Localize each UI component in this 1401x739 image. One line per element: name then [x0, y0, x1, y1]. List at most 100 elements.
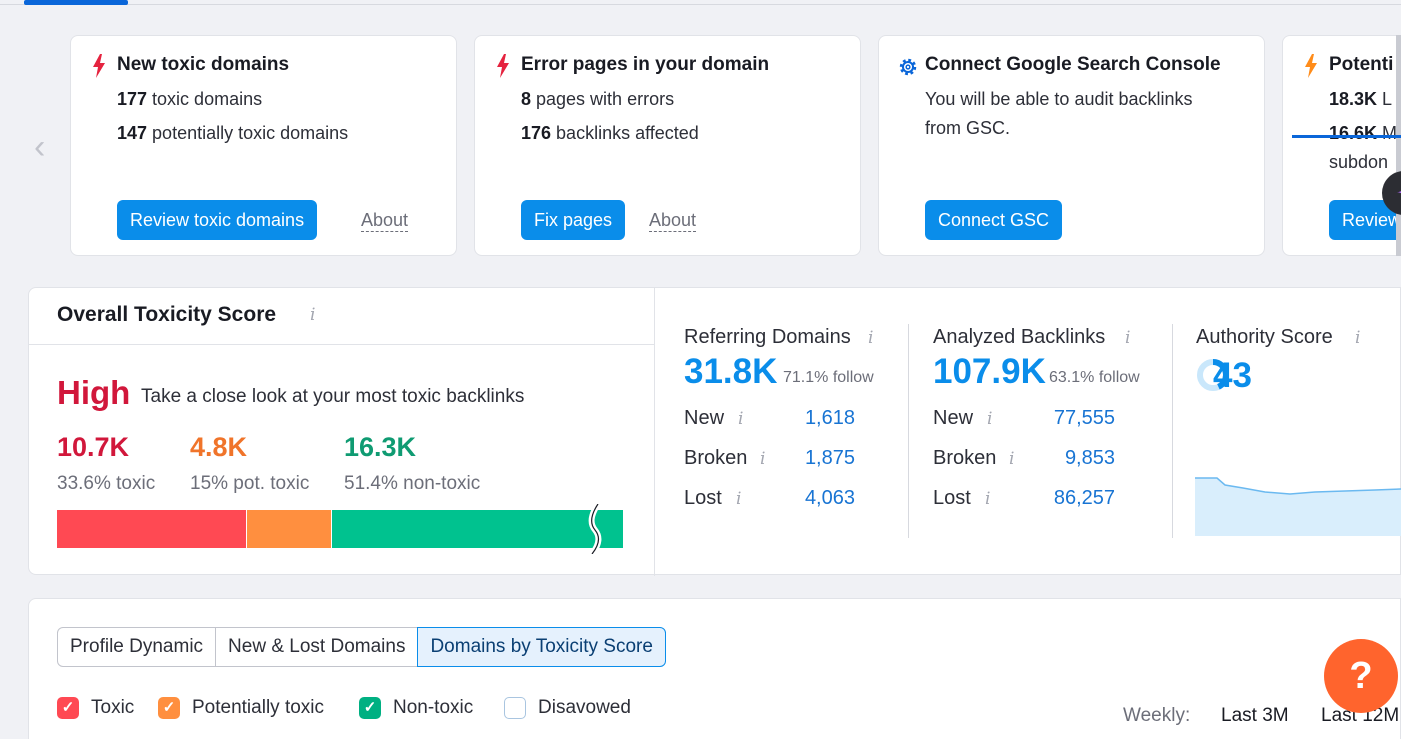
legend-label: Non-toxic [393, 697, 474, 718]
legend-toxic[interactable]: ✓ Toxic [57, 697, 134, 719]
bolt-icon [93, 54, 105, 78]
checkbox[interactable] [504, 697, 526, 719]
card-line: 177 toxic domains [117, 89, 263, 109]
bar-segment-potentially-toxic [247, 510, 331, 548]
check-icon: ✓ [162, 699, 176, 716]
bar-segment-toxic [57, 510, 246, 548]
row-label-new: New [933, 407, 974, 429]
selected-range-indicator [1292, 135, 1401, 138]
referring-domains-value[interactable]: 31.8K [684, 352, 778, 391]
bar-segment-non-toxic [332, 510, 623, 548]
range-last-3m[interactable]: Last 3M [1221, 705, 1289, 726]
info-icon[interactable]: i [310, 305, 316, 325]
gear-icon [899, 58, 917, 76]
row-value[interactable]: 1,618 [804, 407, 855, 429]
authority-score-value[interactable]: 43 [1213, 356, 1252, 395]
check-icon: ✓ [363, 699, 377, 716]
help-button[interactable]: ? [1324, 639, 1398, 713]
info-icon[interactable]: i [760, 449, 766, 469]
analyzed-backlinks-title: Analyzed Backlinks [933, 326, 1106, 348]
analyzed-backlinks-follow: 63.1% follow [1049, 369, 1140, 386]
info-icon[interactable]: i [736, 489, 742, 509]
authority-score-trend [1195, 477, 1401, 536]
range-last-12m[interactable]: Last 12M [1321, 705, 1400, 726]
tab-new-lost-domains[interactable]: New & Lost Domains [215, 627, 419, 667]
toxicity-description: Take a close look at your most toxic bac… [141, 386, 525, 407]
row-label-broken: Broken [933, 447, 997, 469]
info-icon[interactable]: i [738, 409, 744, 429]
info-icon[interactable]: i [1355, 328, 1361, 348]
info-icon[interactable]: i [985, 489, 991, 509]
card-line: 18.3K L [1329, 89, 1393, 109]
row-label-new: New [684, 407, 725, 429]
row-value[interactable]: 4,063 [804, 487, 855, 509]
legend-label: Potentially toxic [192, 697, 325, 718]
divider [654, 288, 655, 576]
card-title: New toxic domains [117, 54, 290, 75]
card-title: Potenti [1329, 54, 1394, 75]
overview-panel: Overall Toxicity Score i High Take a clo… [28, 287, 1401, 576]
card-new-toxic-domains: New toxic domains 177 toxic domains 147 … [70, 35, 457, 256]
about-link[interactable]: About [649, 210, 697, 232]
checkbox[interactable]: ✓ [57, 697, 79, 719]
ai-assistant-button[interactable]: ✦ [1382, 171, 1401, 215]
non-toxic-label: 51.4% non-toxic [344, 473, 481, 494]
tab-profile-dynamic[interactable]: Profile Dynamic [57, 627, 217, 667]
row-label-lost: Lost [933, 487, 971, 509]
authority-score-donut-icon [1197, 359, 1229, 391]
toxic-count: 10.7K [57, 432, 130, 462]
row-value[interactable]: 1,875 [804, 447, 855, 469]
tab-rule [0, 4, 1401, 5]
bar-break-icon [588, 504, 602, 554]
non-toxic-count: 16.3K [344, 432, 417, 462]
row-value[interactable]: 86,257 [1053, 487, 1115, 509]
info-icon[interactable]: i [1125, 328, 1131, 348]
about-link[interactable]: About [361, 210, 409, 232]
checkbox[interactable]: ✓ [359, 697, 381, 719]
top-tab-strip [0, 0, 1401, 6]
card-connect-gsc: Connect Google Search Console You will b… [878, 35, 1265, 256]
legend-non-toxic[interactable]: ✓ Non-toxic [359, 697, 473, 719]
scrollbar[interactable] [1396, 35, 1401, 256]
row-value[interactable]: 9,853 [1064, 447, 1115, 469]
toxicity-score-title: Overall Toxicity Score [57, 303, 277, 326]
info-icon[interactable]: i [1009, 449, 1015, 469]
analyzed-backlinks-value[interactable]: 107.9K [933, 352, 1046, 391]
chart-panel: Profile Dynamic New & Lost Domains Domai… [28, 598, 1401, 739]
review-toxic-domains-button[interactable]: Review toxic domains [117, 200, 318, 240]
card-line: subdon [1329, 152, 1389, 172]
card-line: 176 backlinks affected [521, 123, 699, 143]
weekly-label: Weekly: [1123, 705, 1191, 726]
card-title: Connect Google Search Console [925, 54, 1221, 75]
row-label-lost: Lost [684, 487, 722, 509]
bolt-icon [497, 54, 509, 78]
fix-pages-button[interactable]: Fix pages [521, 200, 626, 240]
divider [29, 344, 654, 345]
legend-label: Toxic [91, 697, 135, 718]
toxic-label: 33.6% toxic [57, 473, 156, 494]
card-potentially-toxic: Potenti 18.3K L 16.6K M subdon Review [1282, 35, 1401, 256]
legend-label: Disavowed [538, 697, 631, 718]
checkbox[interactable]: ✓ [158, 697, 180, 719]
card-title: Error pages in your domain [521, 54, 770, 75]
divider [908, 324, 909, 538]
row-label-broken: Broken [684, 447, 748, 469]
info-icon[interactable]: i [987, 409, 993, 429]
card-line: 8 pages with errors [521, 89, 675, 109]
referring-domains-title: Referring Domains [684, 326, 851, 348]
tab-domains-by-toxicity-score[interactable]: Domains by Toxicity Score [417, 627, 666, 667]
active-tab-indicator [24, 0, 128, 5]
referring-domains-follow: 71.1% follow [783, 369, 874, 386]
bolt-icon [1305, 54, 1317, 78]
legend-potentially-toxic[interactable]: ✓ Potentially toxic [158, 697, 324, 719]
card-error-pages: Error pages in your domain 8 pages with … [474, 35, 861, 256]
card-line: 147 potentially toxic domains [117, 123, 349, 143]
potentially-toxic-label: 15% pot. toxic [190, 473, 310, 494]
toxicity-level: High [57, 374, 131, 411]
row-value[interactable]: 77,555 [1053, 407, 1115, 429]
carousel-prev-arrow-icon[interactable]: ‹ [34, 128, 46, 166]
connect-gsc-button[interactable]: Connect GSC [925, 200, 1063, 240]
card-line: You will be able to audit backlinks [925, 89, 1193, 109]
legend-disavowed[interactable]: Disavowed [504, 697, 631, 719]
info-icon[interactable]: i [868, 328, 874, 348]
